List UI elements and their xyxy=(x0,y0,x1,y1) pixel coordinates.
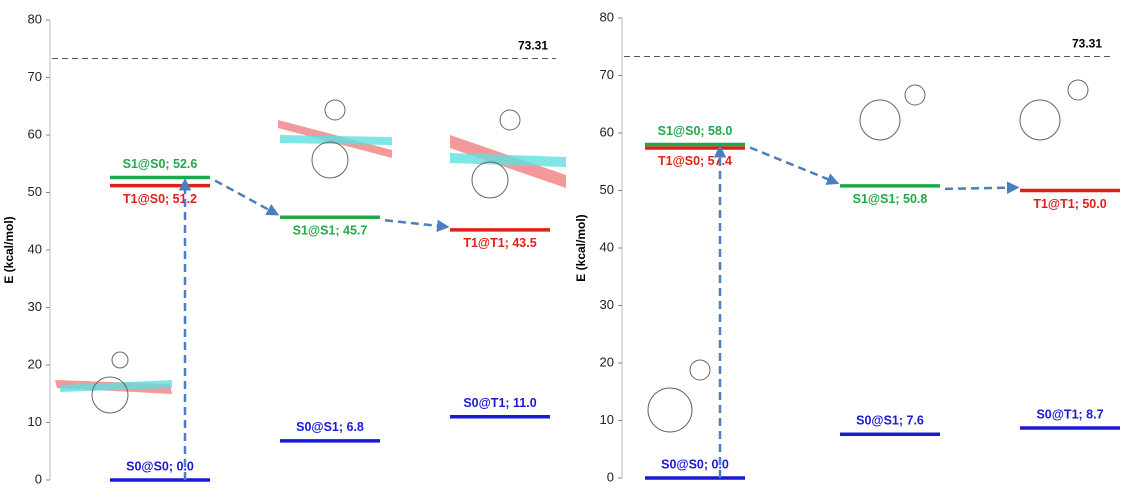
y-tick-label: 0 xyxy=(35,471,42,486)
y-tick-label: 10 xyxy=(28,414,42,429)
y-tick-label: 40 xyxy=(600,239,614,254)
y-tick-label: 30 xyxy=(600,297,614,312)
level-label: S0@T1; 8.7 xyxy=(1036,407,1103,421)
y-tick-label: 60 xyxy=(600,124,614,139)
arrow xyxy=(215,181,277,215)
y-axis-label: E (kcal/mol) xyxy=(574,214,588,281)
y-tick-label: 80 xyxy=(600,9,614,24)
y-tick-label: 0 xyxy=(607,469,614,484)
reference-label: 73.31 xyxy=(518,39,548,53)
level-label: T1@T1; 43.5 xyxy=(463,236,536,250)
y-tick-label: 30 xyxy=(28,299,42,314)
arrow xyxy=(750,148,837,183)
level-label: T1@T1; 50.0 xyxy=(1033,197,1106,211)
level-label: S0@T1; 11.0 xyxy=(463,396,536,410)
y-tick-label: 20 xyxy=(600,354,614,369)
reference-label: 73.31 xyxy=(1072,37,1102,51)
y-tick-label: 50 xyxy=(28,184,42,199)
arrow xyxy=(385,220,447,227)
y-tick-label: 70 xyxy=(28,69,42,84)
level-label: S0@S1; 6.8 xyxy=(296,420,364,434)
y-tick-label: 10 xyxy=(600,412,614,427)
y-tick-label: 40 xyxy=(28,241,42,256)
chart: E (kcal/mol)0102030405060708073.31S0@S0;… xyxy=(0,0,1126,489)
level-label: S0@S1; 7.6 xyxy=(856,414,924,428)
y-axis-label: E (kcal/mol) xyxy=(2,216,16,283)
y-tick-label: 80 xyxy=(28,11,42,26)
y-tick-label: 50 xyxy=(600,182,614,197)
level-label: S1@S0; 58.0 xyxy=(658,124,733,138)
molecule-sketch xyxy=(55,80,1088,432)
level-label: S1@S1; 50.8 xyxy=(853,192,928,206)
y-tick-label: 60 xyxy=(28,126,42,141)
y-tick-label: 20 xyxy=(28,356,42,371)
y-tick-label: 70 xyxy=(600,67,614,82)
arrow xyxy=(945,188,1017,189)
level-label: S1@S1; 45.7 xyxy=(293,224,368,238)
level-label: S1@S0; 52.6 xyxy=(123,157,198,171)
